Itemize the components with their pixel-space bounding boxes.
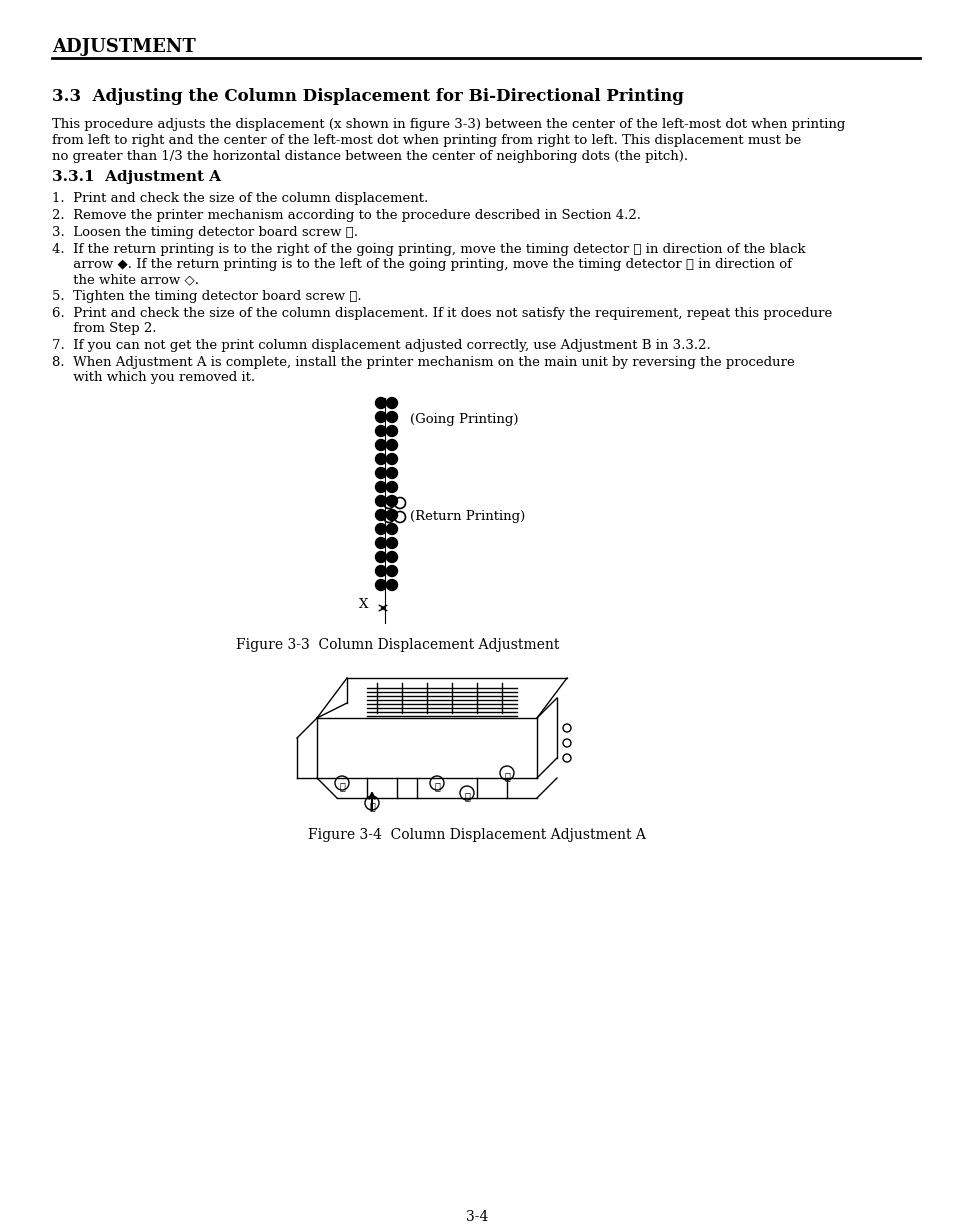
Circle shape xyxy=(375,426,386,437)
Text: (Going Printing): (Going Printing) xyxy=(410,412,518,426)
Circle shape xyxy=(375,565,386,576)
Circle shape xyxy=(375,510,386,521)
Circle shape xyxy=(386,551,397,563)
Text: 1.  Print and check the size of the column displacement.: 1. Print and check the size of the colum… xyxy=(52,192,428,206)
Text: ①: ① xyxy=(338,783,345,792)
Circle shape xyxy=(375,580,386,591)
Circle shape xyxy=(375,411,386,422)
Text: Figure 3-3  Column Displacement Adjustment: Figure 3-3 Column Displacement Adjustmen… xyxy=(236,638,559,652)
Text: 3.  Loosen the timing detector board screw ①.: 3. Loosen the timing detector board scre… xyxy=(52,227,357,239)
Circle shape xyxy=(386,496,397,506)
Text: X: X xyxy=(358,598,368,611)
Circle shape xyxy=(375,523,386,534)
Text: from left to right and the center of the left-most dot when printing from right : from left to right and the center of the… xyxy=(52,134,801,146)
Text: 5.  Tighten the timing detector board screw ①.: 5. Tighten the timing detector board scr… xyxy=(52,291,361,303)
Text: with which you removed it.: with which you removed it. xyxy=(52,371,254,384)
Circle shape xyxy=(375,538,386,549)
Text: 3-4: 3-4 xyxy=(465,1210,488,1224)
Text: 4.  If the return printing is to the right of the going printing, move the timin: 4. If the return printing is to the righ… xyxy=(52,243,804,256)
Text: 2.  Remove the printer mechanism according to the procedure described in Section: 2. Remove the printer mechanism accordin… xyxy=(52,209,640,222)
Circle shape xyxy=(375,468,386,479)
Text: 8.  When Adjustment A is complete, install the printer mechanism on the main uni: 8. When Adjustment A is complete, instal… xyxy=(52,356,794,369)
Text: Figure 3-4  Column Displacement Adjustment A: Figure 3-4 Column Displacement Adjustmen… xyxy=(308,828,645,842)
Circle shape xyxy=(386,468,397,479)
Text: arrow ◆. If the return printing is to the left of the going printing, move the t: arrow ◆. If the return printing is to th… xyxy=(52,259,791,271)
Circle shape xyxy=(386,398,397,409)
Circle shape xyxy=(386,439,397,451)
Text: the white arrow ◇.: the white arrow ◇. xyxy=(52,273,199,286)
Circle shape xyxy=(386,453,397,464)
Text: no greater than 1/3 the horizontal distance between the center of neighboring do: no greater than 1/3 the horizontal dista… xyxy=(52,150,687,162)
Circle shape xyxy=(375,398,386,409)
Text: This procedure adjusts the displacement (x shown in figure 3-3) between the cent: This procedure adjusts the displacement … xyxy=(52,118,844,130)
Text: ③: ③ xyxy=(463,793,470,801)
Circle shape xyxy=(375,439,386,451)
Text: 3.3.1  Adjustment A: 3.3.1 Adjustment A xyxy=(52,170,221,183)
Circle shape xyxy=(375,496,386,506)
Text: ⑤: ⑤ xyxy=(434,783,439,792)
Circle shape xyxy=(386,523,397,534)
Text: ④: ④ xyxy=(503,773,510,782)
Circle shape xyxy=(386,538,397,549)
Text: 6.  Print and check the size of the column displacement. If it does not satisfy : 6. Print and check the size of the colum… xyxy=(52,307,831,320)
Circle shape xyxy=(375,551,386,563)
Circle shape xyxy=(375,481,386,492)
Text: (Return Printing): (Return Printing) xyxy=(410,510,525,523)
Circle shape xyxy=(386,510,397,521)
Circle shape xyxy=(386,411,397,422)
Text: ②: ② xyxy=(369,803,375,811)
Circle shape xyxy=(386,565,397,576)
Circle shape xyxy=(386,580,397,591)
Text: 7.  If you can not get the print column displacement adjusted correctly, use Adj: 7. If you can not get the print column d… xyxy=(52,339,710,352)
Circle shape xyxy=(386,481,397,492)
Text: from Step 2.: from Step 2. xyxy=(52,323,156,335)
Text: 3.3  Adjusting the Column Displacement for Bi-Directional Printing: 3.3 Adjusting the Column Displacement fo… xyxy=(52,87,683,105)
Circle shape xyxy=(375,453,386,464)
Text: ADJUSTMENT: ADJUSTMENT xyxy=(52,38,195,55)
Circle shape xyxy=(386,426,397,437)
